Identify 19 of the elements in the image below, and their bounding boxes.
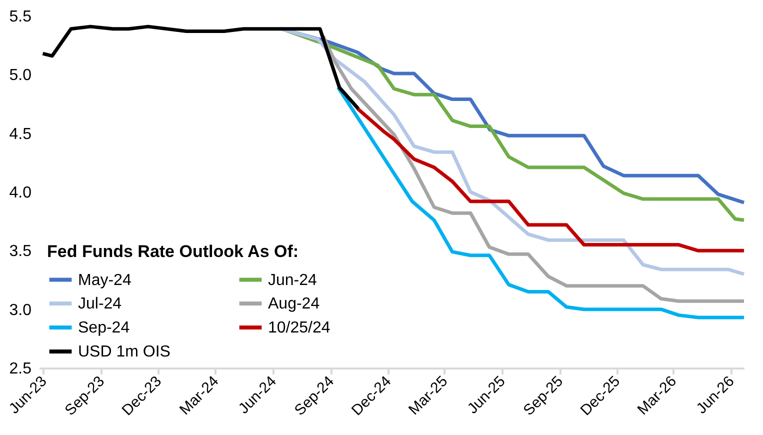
line-series — [41, 24, 360, 110]
y-tick-label: 5.5 — [9, 8, 32, 26]
line-series — [321, 34, 746, 303]
y-tick-label: 4.0 — [9, 184, 32, 202]
legend-label: May-24 — [78, 272, 132, 289]
y-tick-label: 5.0 — [9, 67, 32, 84]
legend-label: 10/25/24 — [268, 320, 330, 336]
legend-label: Jul-24 — [78, 296, 122, 312]
legend-label: USD 1m OIS — [78, 344, 170, 360]
y-tick-label: 3.0 — [9, 302, 32, 319]
legend-title: Fed Funds Rate Outlook As Of: — [47, 242, 299, 261]
legend-label: Aug-24 — [268, 296, 320, 312]
legend-label: Sep-24 — [78, 320, 130, 336]
y-tick-label: 4.5 — [9, 126, 32, 143]
y-tick-label: 3.5 — [9, 243, 32, 260]
line-series — [356, 106, 746, 252]
line-series — [336, 86, 746, 320]
legend-label: Jun-24 — [268, 272, 318, 289]
y-tick-label: 2.5 — [9, 360, 32, 378]
